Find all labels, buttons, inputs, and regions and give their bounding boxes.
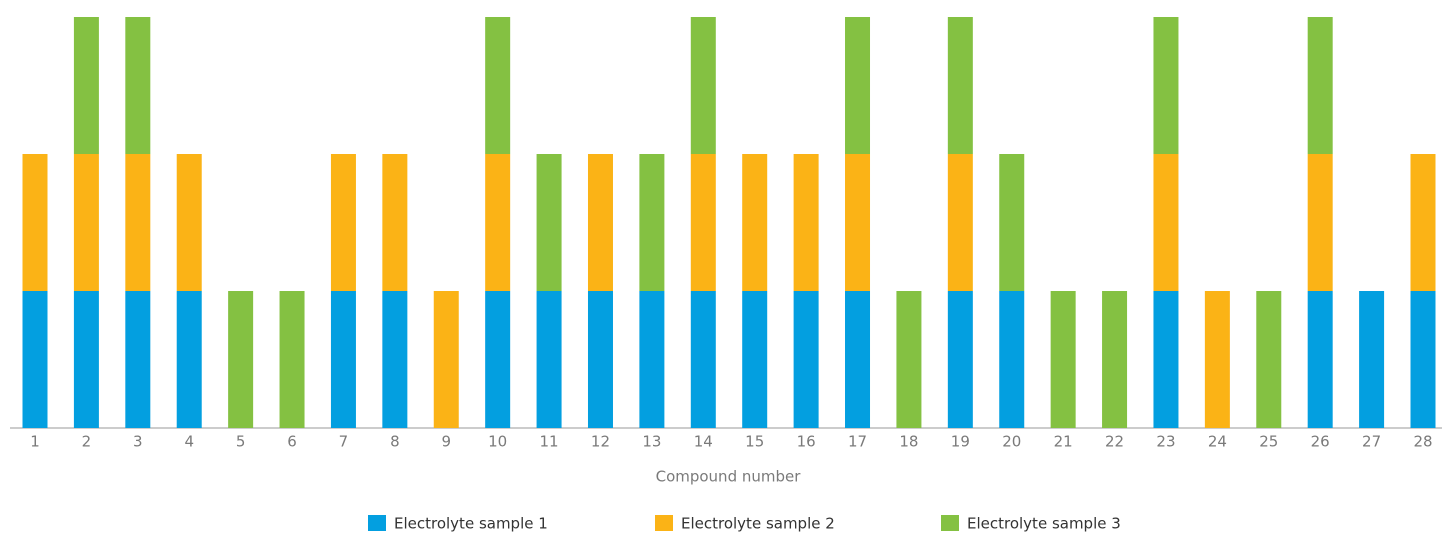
bar-segment [330, 154, 356, 291]
bar-segment [947, 154, 973, 291]
bar-segment [947, 291, 973, 428]
x-tick-label: 20 [1002, 433, 1021, 451]
x-axis-title: Compound number [656, 468, 802, 486]
x-tick-label: 11 [540, 433, 559, 451]
x-tick-label: 24 [1208, 433, 1227, 451]
bar-segment [1050, 291, 1076, 428]
legend-swatch [368, 515, 386, 531]
x-tick-label: 21 [1054, 433, 1073, 451]
bar-segment [639, 291, 665, 428]
x-tick-label: 13 [642, 433, 661, 451]
bar-segment [536, 154, 562, 291]
bar-segment [382, 291, 408, 428]
bar-segment [793, 291, 819, 428]
x-tick-label: 28 [1413, 433, 1432, 451]
x-tick-label: 14 [694, 433, 713, 451]
bar-segment [73, 291, 99, 428]
x-tick-label: 9 [441, 433, 451, 451]
x-tick-label: 6 [287, 433, 297, 451]
bar-segment [587, 154, 613, 291]
bar-segment [1204, 291, 1230, 428]
bar-segment [1410, 291, 1436, 428]
x-tick-label: 1 [30, 433, 40, 451]
x-tick-label: 10 [488, 433, 507, 451]
x-tick-label: 2 [82, 433, 92, 451]
bar-segment [536, 291, 562, 428]
x-tick-label: 27 [1362, 433, 1381, 451]
bar-segment [742, 291, 768, 428]
bar-segment [690, 291, 716, 428]
x-tick-label: 19 [951, 433, 970, 451]
legend-label: Electrolyte sample 2 [681, 515, 835, 533]
bar-segment [125, 17, 151, 154]
bar-segment [73, 154, 99, 291]
bar-segment [1256, 291, 1282, 428]
bar-segment [947, 17, 973, 154]
x-tick-label: 7 [339, 433, 349, 451]
bar-segment [125, 291, 151, 428]
bar-segment [1307, 154, 1333, 291]
legend-swatch [655, 515, 673, 531]
x-tick-label: 12 [591, 433, 610, 451]
x-tick-label: 5 [236, 433, 246, 451]
bar-segment [22, 291, 48, 428]
bar-segment [485, 291, 511, 428]
bar-segment [845, 154, 871, 291]
bar-segment [1307, 17, 1333, 154]
bar-segment [845, 291, 871, 428]
x-tick-label: 17 [848, 433, 867, 451]
x-tick-label: 3 [133, 433, 143, 451]
bar-segment [690, 17, 716, 154]
bar-segment [1359, 291, 1385, 428]
bar-segment [382, 154, 408, 291]
bar-segment [1410, 154, 1436, 291]
bar-segment [1307, 291, 1333, 428]
bar-segment [485, 154, 511, 291]
bar-segment [1102, 291, 1128, 428]
bar-segment [73, 17, 99, 154]
bar-segment [1153, 17, 1179, 154]
bar-segment [433, 291, 459, 428]
bar-segment [999, 291, 1025, 428]
x-tick-label: 15 [745, 433, 764, 451]
bar-segment [1153, 291, 1179, 428]
bar-segment [793, 154, 819, 291]
legend-swatch [941, 515, 959, 531]
bar-segment [845, 17, 871, 154]
x-tick-label: 16 [797, 433, 816, 451]
x-tick-label: 25 [1259, 433, 1278, 451]
bar-segment [228, 291, 254, 428]
bar-segment [1153, 154, 1179, 291]
bar-segment [176, 291, 202, 428]
bar-segment [22, 154, 48, 291]
bar-segment [690, 154, 716, 291]
x-tick-label: 26 [1311, 433, 1330, 451]
x-tick-label: 4 [184, 433, 194, 451]
bar-segment [639, 154, 665, 291]
x-tick-label: 22 [1105, 433, 1124, 451]
x-tick-label: 8 [390, 433, 400, 451]
bar-segment [742, 154, 768, 291]
bar-segment [125, 154, 151, 291]
legend-label: Electrolyte sample 1 [394, 515, 548, 533]
legend-label: Electrolyte sample 3 [967, 515, 1121, 533]
bar-segment [176, 154, 202, 291]
x-tick-label: 18 [899, 433, 918, 451]
bar-segment [485, 17, 511, 154]
x-tick-label: 23 [1156, 433, 1175, 451]
bar-segment [896, 291, 922, 428]
bar-segment [279, 291, 305, 428]
bar-segment [330, 291, 356, 428]
bar-segment [587, 291, 613, 428]
bar-segment [999, 154, 1025, 291]
